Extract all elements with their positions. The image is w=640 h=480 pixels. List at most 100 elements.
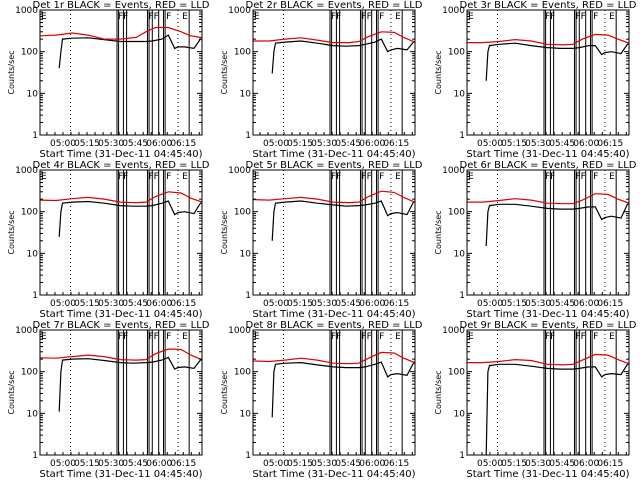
panel-title: Det 4r BLACK = Events, RED = LLD: [33, 160, 210, 171]
y-tick-label: 1: [245, 291, 251, 301]
series-lld: [40, 26, 202, 40]
y-tick-label: 1000: [15, 166, 38, 176]
x-tick-label: 05:00: [50, 299, 76, 309]
series-events: [58, 356, 202, 412]
x-tick-label: 06:00: [359, 299, 385, 309]
x-tick-label: 05:45: [335, 299, 361, 309]
series-lld: [253, 351, 415, 365]
y-tick-label: 1: [245, 451, 251, 461]
flag-label: FF: [331, 12, 341, 22]
y-tick-label: 100: [234, 48, 251, 58]
x-tick-label: 05:30: [98, 299, 124, 309]
y-tick-label: 1: [459, 291, 465, 301]
x-tick-label: 05:00: [263, 299, 289, 309]
x-axis-label: Start Time (31-Dec-11 04:45:40): [252, 469, 415, 480]
flag-label: E: [41, 172, 47, 182]
flag-label: F: [593, 172, 598, 182]
flag-label: E: [254, 332, 260, 342]
flag-label: FF: [545, 172, 555, 182]
x-tick-label: 05:00: [50, 459, 76, 469]
series-events: [485, 203, 629, 247]
x-tick-label: 05:00: [263, 459, 289, 469]
y-axis-label: Counts/sec: [434, 210, 443, 254]
x-tick-label: 05:30: [311, 299, 337, 309]
x-tick-label: 06:15: [170, 299, 196, 309]
flag-label: E: [468, 332, 474, 342]
y-tick-label: 1: [32, 451, 38, 461]
series-events: [58, 34, 202, 69]
panel-title: Det 3r BLACK = Events, RED = LLD: [460, 0, 637, 11]
x-tick-label: 05:15: [74, 139, 100, 149]
x-tick-label: 05:45: [122, 459, 148, 469]
x-axis-label: Start Time (31-Dec-11 04:45:40): [39, 149, 202, 160]
y-tick-label: 1000: [442, 6, 465, 16]
series-lld: [253, 31, 415, 44]
axes-frame: [39, 9, 203, 136]
axes-frame: [252, 9, 416, 136]
flag-label: FF: [118, 172, 128, 182]
flag-label: F: [593, 332, 598, 342]
flag-label: FF: [575, 12, 585, 22]
series-events: [271, 38, 415, 74]
axes-frame: [39, 169, 203, 296]
y-tick-label: 10: [27, 409, 39, 419]
axes-frame: [466, 169, 630, 296]
flag-label: F: [379, 12, 384, 22]
y-tick-label: 100: [448, 368, 465, 378]
x-axis-label: Start Time (31-Dec-11 04:45:40): [466, 309, 629, 320]
y-axis-label: Counts/sec: [434, 50, 443, 94]
panel-title: Det 5r BLACK = Events, RED = LLD: [246, 160, 423, 171]
axes-frame: [466, 329, 630, 456]
series-lld: [467, 193, 629, 205]
x-tick-label: 05:30: [311, 459, 337, 469]
flag-label: E: [41, 332, 47, 342]
flag-label: E: [468, 172, 474, 182]
x-tick-label: 05:30: [525, 459, 551, 469]
panel-title: Det 1r BLACK = Events, RED = LLD: [33, 0, 210, 11]
x-tick-label: 05:15: [74, 459, 100, 469]
flag-label: E: [254, 12, 260, 22]
x-tick-label: 06:15: [597, 299, 623, 309]
y-axis-label: Counts/sec: [434, 370, 443, 414]
series-events: [485, 42, 629, 81]
plot-area: E FF FF F E: [253, 330, 415, 455]
x-tick-label: 06:15: [383, 459, 409, 469]
x-tick-label: 05:45: [549, 299, 575, 309]
flag-label: FF: [148, 172, 158, 182]
flag-label: E: [468, 12, 474, 22]
plot-area: E FF FF F E: [40, 10, 202, 135]
flag-label: E: [609, 332, 615, 342]
x-tick-label: 05:30: [525, 139, 551, 149]
flag-label: E: [182, 12, 188, 22]
x-tick-label: 05:15: [287, 299, 313, 309]
x-tick-label: 06:15: [383, 139, 409, 149]
x-tick-label: 05:15: [287, 459, 313, 469]
series-events: [271, 361, 415, 418]
y-tick-label: 1: [32, 131, 38, 141]
series-lld: [467, 353, 629, 366]
series-lld: [40, 348, 202, 361]
flag-label: F: [166, 12, 171, 22]
x-tick-label: 06:00: [146, 459, 172, 469]
y-tick-label: 10: [27, 89, 39, 99]
y-tick-label: 1: [245, 131, 251, 141]
x-tick-label: 06:00: [573, 459, 599, 469]
x-tick-label: 05:00: [477, 459, 503, 469]
x-tick-label: 05:30: [98, 139, 124, 149]
y-tick-label: 100: [448, 48, 465, 58]
y-axis-label: Counts/sec: [7, 370, 16, 414]
plot-area: E FF FF F E: [253, 170, 415, 295]
y-axis-label: Counts/sec: [220, 50, 229, 94]
y-tick-label: 1000: [228, 326, 251, 336]
y-tick-label: 10: [454, 89, 466, 99]
flag-label: E: [182, 332, 188, 342]
x-tick-label: 06:00: [146, 299, 172, 309]
y-tick-label: 1000: [228, 6, 251, 16]
